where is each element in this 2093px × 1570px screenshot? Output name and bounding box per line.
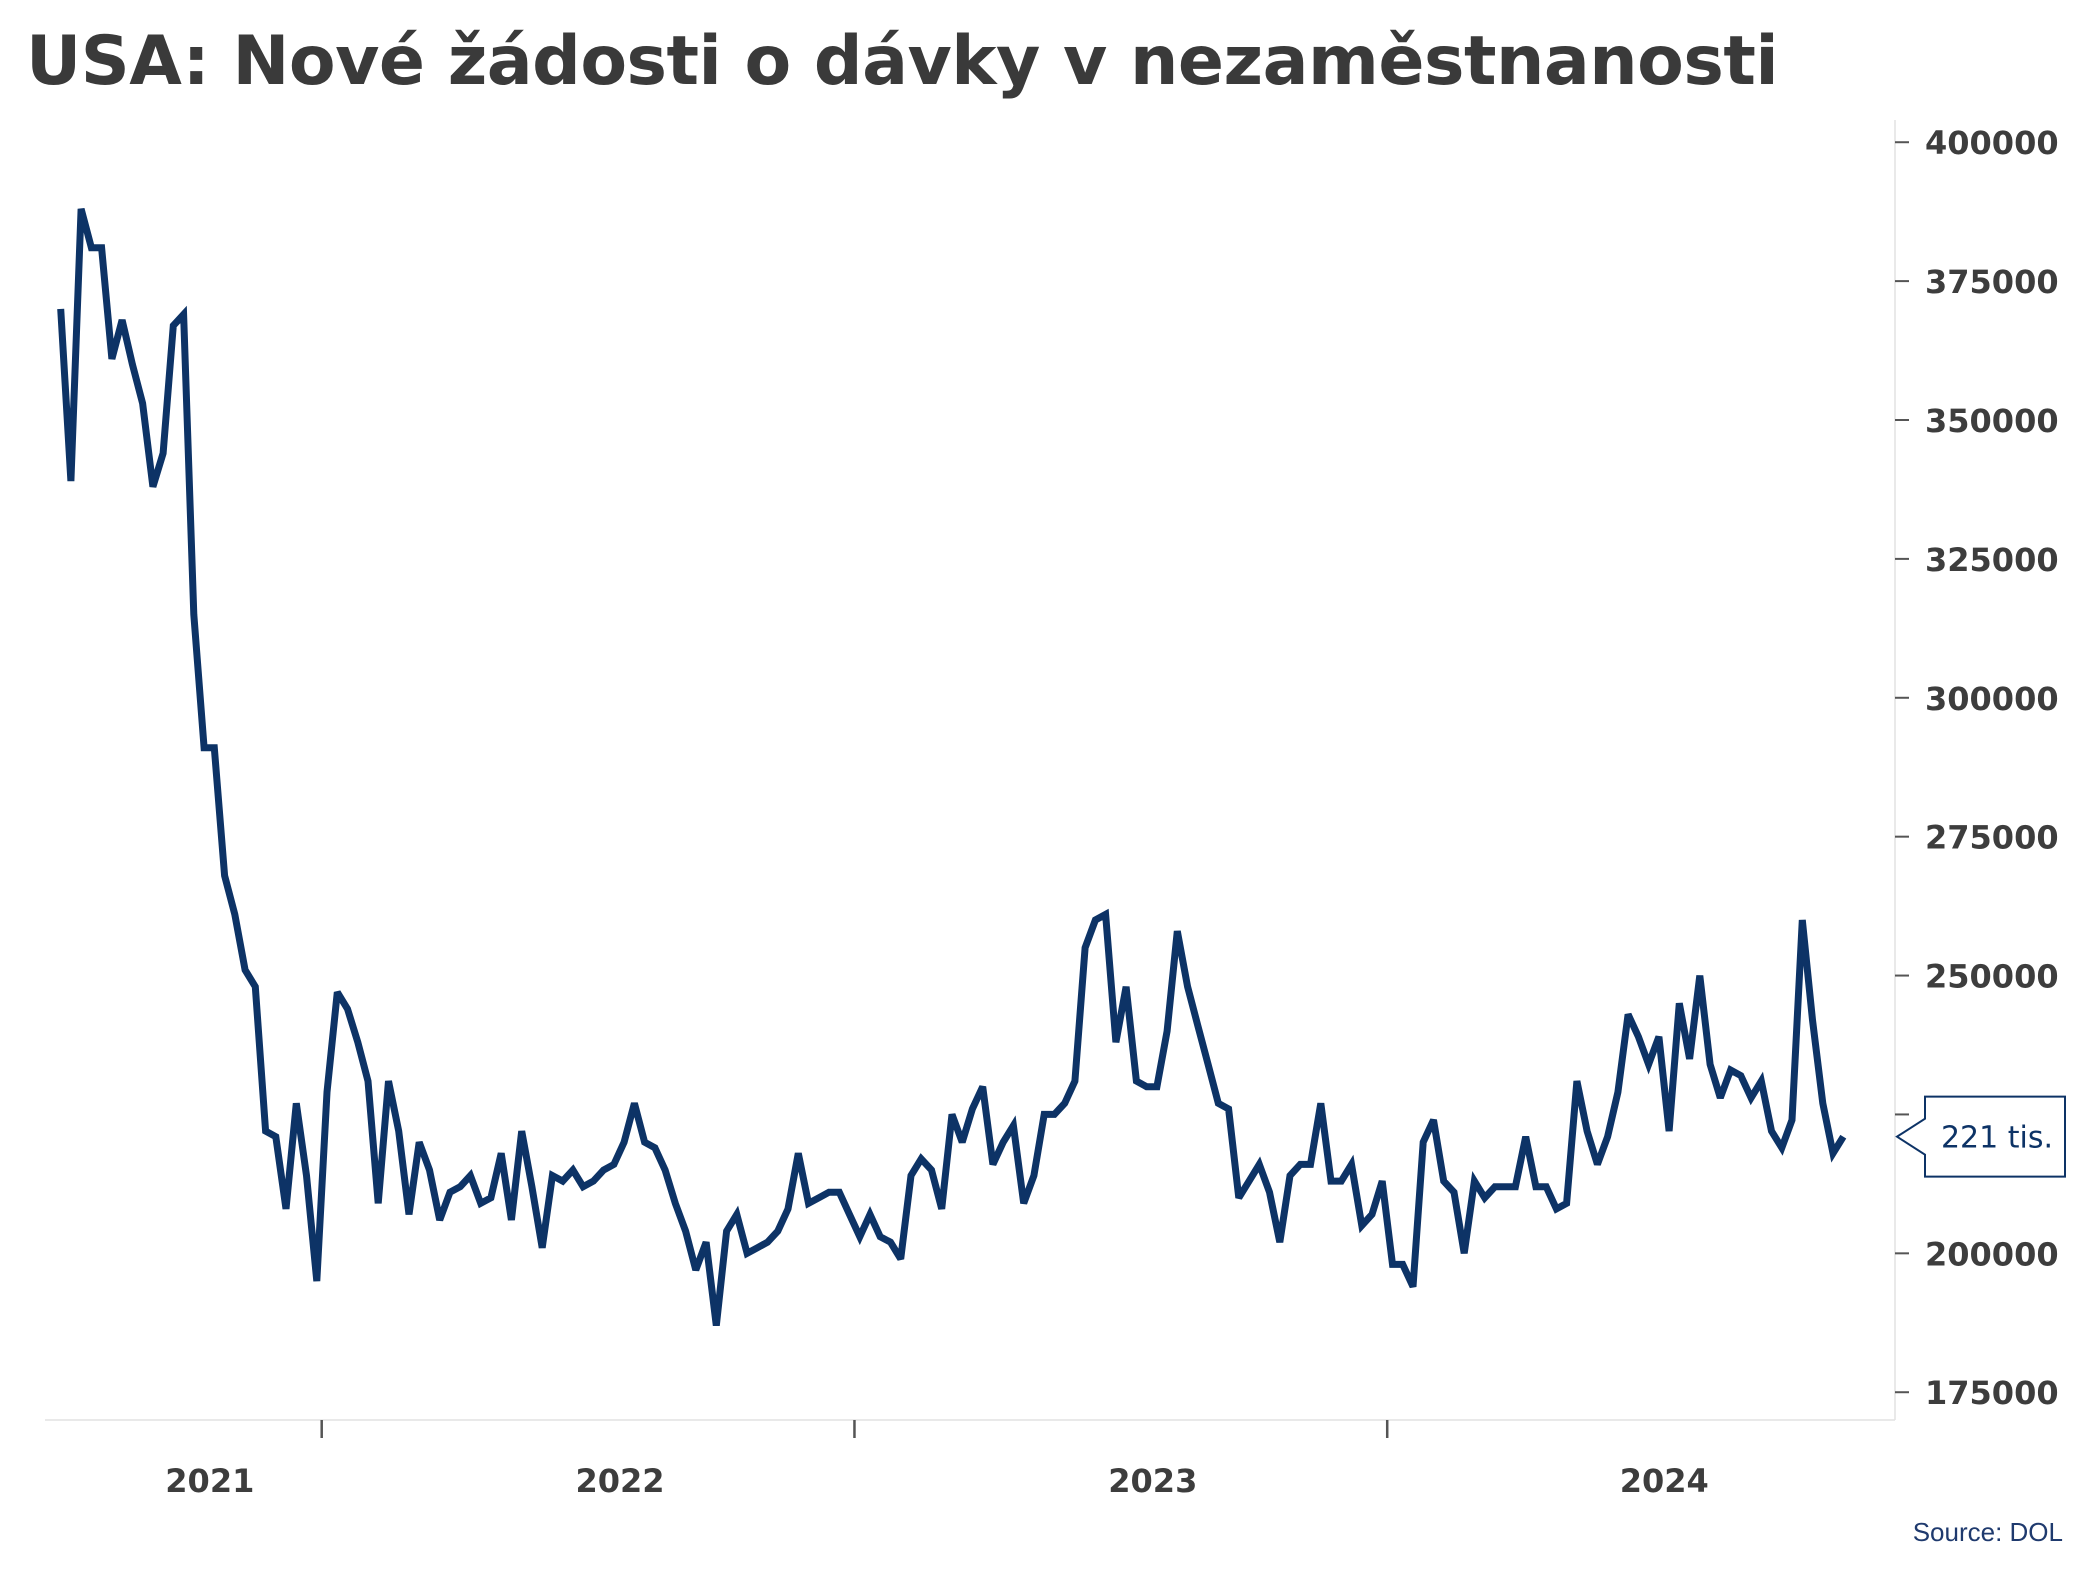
x-axis: 2021 2022 2023 2024 bbox=[45, 1419, 1895, 1500]
y-tick-label: 200000 bbox=[1925, 1235, 2059, 1273]
y-axis: 175000 200000 250000 275000 300000 325000 3500… bbox=[1894, 120, 2059, 1420]
last-value-label: 221 tis. bbox=[1941, 1121, 2053, 1156]
y-tick-label: 275000 bbox=[1925, 819, 2059, 857]
last-value-callout: 221 tis. bbox=[1895, 1095, 2066, 1178]
y-tick-label: 400000 bbox=[1925, 124, 2059, 162]
series-line bbox=[57, 208, 1847, 1327]
y-tick-label: 300000 bbox=[1925, 680, 2059, 718]
y-tick-label: 325000 bbox=[1925, 541, 2059, 579]
x-tick-label: 2021 bbox=[165, 1462, 254, 1500]
series-layer bbox=[57, 208, 1847, 1327]
x-tick-label: 2023 bbox=[1108, 1462, 1197, 1500]
x-tick-label: 2024 bbox=[1620, 1462, 1709, 1500]
source-note: Source: DOL bbox=[1912, 1517, 2063, 1547]
y-tick-label: 350000 bbox=[1925, 402, 2059, 440]
x-tick-label: 2022 bbox=[576, 1462, 665, 1500]
y-tick-label: 250000 bbox=[1925, 958, 2059, 996]
chart-title: USA: Nové žádosti o dávky v nezaměstnano… bbox=[26, 22, 1779, 101]
y-tick-label: 175000 bbox=[1925, 1374, 2059, 1412]
last-value-box bbox=[1895, 1095, 2066, 1178]
y-tick-label: 375000 bbox=[1925, 263, 2059, 301]
